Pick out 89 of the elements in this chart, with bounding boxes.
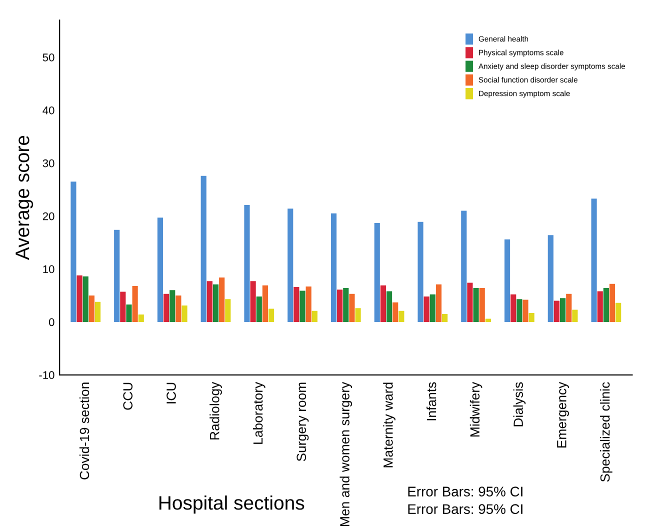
bar xyxy=(479,288,485,322)
bar xyxy=(436,284,442,322)
bar xyxy=(461,210,467,322)
x-tick-label: CCU xyxy=(123,382,133,410)
bar xyxy=(219,277,225,322)
bar xyxy=(262,285,268,322)
bar xyxy=(225,299,231,322)
bar xyxy=(114,230,120,322)
bar xyxy=(510,294,516,322)
bar xyxy=(442,314,448,322)
bar xyxy=(170,290,176,322)
bar xyxy=(200,176,206,322)
y-tick-label: 10 xyxy=(43,265,54,274)
bar xyxy=(132,286,138,322)
x-axis-title: Hospital sections xyxy=(159,495,304,514)
x-tick-label: Men and women surgery xyxy=(340,382,352,526)
x-tick-label: Dialysis xyxy=(513,382,526,426)
bar xyxy=(182,306,188,322)
bar xyxy=(386,291,392,322)
bar xyxy=(76,275,82,322)
bar xyxy=(70,182,76,322)
bar xyxy=(392,302,398,322)
text: Error Bars: 95% CI xyxy=(408,486,522,496)
bar xyxy=(306,286,312,322)
y-tick-label: 50 xyxy=(42,54,54,62)
bar xyxy=(212,284,219,322)
bar xyxy=(94,302,101,322)
bar xyxy=(516,299,522,322)
bar xyxy=(548,235,554,322)
bar xyxy=(560,298,566,322)
bar xyxy=(176,295,182,322)
bar xyxy=(597,291,603,322)
bar xyxy=(380,285,386,322)
x-tick-label: Covid-19 section xyxy=(79,382,90,480)
x-tick-label: Midwifery xyxy=(470,382,482,436)
text: Error Bars: 95% CI xyxy=(408,504,522,514)
bar xyxy=(256,296,262,322)
bar xyxy=(603,288,609,322)
y-axis-title: Average score xyxy=(16,136,34,260)
bar xyxy=(294,287,300,322)
x-tick-label: Infants xyxy=(426,382,436,420)
bar xyxy=(504,239,510,322)
y-tick-label: 0 xyxy=(48,318,54,326)
x-tick-label: Surgery room xyxy=(296,382,309,462)
bar xyxy=(120,292,126,322)
bar xyxy=(398,310,404,322)
x-tick-label: Emergency xyxy=(557,382,569,448)
bar xyxy=(591,198,597,322)
bar xyxy=(126,304,132,322)
bar xyxy=(337,290,343,322)
bar xyxy=(164,294,170,322)
bar xyxy=(418,222,424,322)
x-tick-label: Radiology xyxy=(210,382,222,440)
bar xyxy=(566,294,572,322)
bar xyxy=(268,308,274,322)
bar xyxy=(330,213,337,322)
bar xyxy=(82,276,88,322)
y-tick-label: -10 xyxy=(39,371,54,380)
bar xyxy=(288,208,294,322)
bar xyxy=(300,290,306,322)
bar xyxy=(355,308,361,322)
bar xyxy=(467,282,473,322)
bar xyxy=(528,312,534,322)
bar xyxy=(616,302,622,322)
bar xyxy=(343,288,349,322)
bar xyxy=(206,281,212,322)
bar xyxy=(572,310,578,322)
x-tick-label: Specialized clinic xyxy=(600,382,612,482)
bar xyxy=(88,295,94,322)
x-tick-label: Maternity ward xyxy=(383,382,396,468)
bar xyxy=(349,294,355,322)
bar xyxy=(138,314,144,322)
x-tick-label: ICU xyxy=(166,382,176,404)
bar xyxy=(424,296,430,322)
y-tick-label: 30 xyxy=(42,159,54,168)
x-tick-label: Laboratory xyxy=(252,382,266,444)
y-tick-label: 20 xyxy=(42,212,54,220)
bar xyxy=(374,222,380,322)
bar xyxy=(473,288,479,322)
bar xyxy=(250,281,256,322)
bar xyxy=(554,300,560,322)
bar xyxy=(522,300,528,322)
bar xyxy=(157,218,164,322)
bar xyxy=(609,284,616,322)
y-tick-label: 40 xyxy=(42,106,54,114)
bar xyxy=(485,318,491,322)
bar xyxy=(244,204,250,322)
bar xyxy=(430,294,436,322)
bar xyxy=(312,310,318,322)
